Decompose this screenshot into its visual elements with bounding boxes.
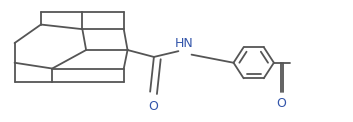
Text: O: O bbox=[149, 100, 158, 113]
Text: HN: HN bbox=[175, 37, 193, 50]
Text: O: O bbox=[276, 97, 286, 110]
